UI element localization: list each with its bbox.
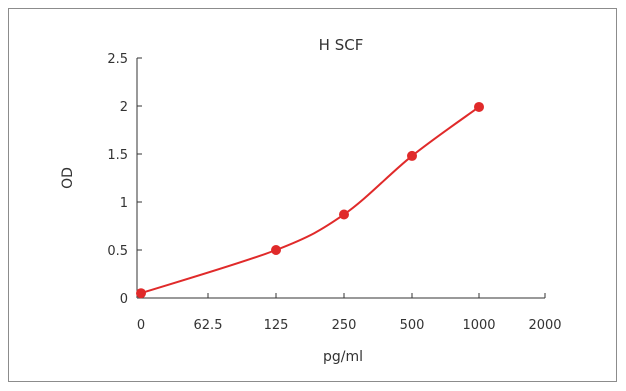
- chart-frame: [8, 8, 617, 382]
- x-tick-label: 250: [332, 318, 357, 333]
- data-point: [136, 288, 146, 299]
- x-tick-label: 125: [264, 318, 289, 333]
- x-tick-label: 2000: [528, 318, 561, 333]
- y-tick-label: 1.5: [107, 148, 128, 163]
- data-point: [339, 209, 349, 220]
- x-tick-label: 1000: [462, 318, 495, 333]
- data-point: [271, 245, 281, 255]
- x-axis-title: pg/ml: [323, 349, 363, 365]
- x-tick-label: 500: [400, 318, 425, 333]
- y-axis-ticks: 0 0.5 1 1.5 2 2.5: [107, 52, 142, 307]
- x-tick-label: 0: [137, 318, 145, 333]
- y-tick-label: 2.5: [107, 52, 128, 67]
- data-point: [474, 101, 484, 112]
- series-line: [140, 106, 480, 295]
- data-point: [407, 150, 417, 161]
- x-axis-ticks: 0 62.5 125 250 500 1000 2000: [137, 293, 562, 333]
- y-tick-label: 2: [120, 100, 128, 115]
- y-axis-title: OD: [60, 167, 76, 189]
- x-tick-label: 62.5: [194, 318, 223, 333]
- series-layer: [136, 101, 484, 299]
- y-tick-label: 1: [120, 196, 128, 211]
- y-tick-label: 0.5: [107, 244, 128, 259]
- y-tick-label: 0: [120, 292, 128, 307]
- chart-title: H SCF: [319, 36, 364, 54]
